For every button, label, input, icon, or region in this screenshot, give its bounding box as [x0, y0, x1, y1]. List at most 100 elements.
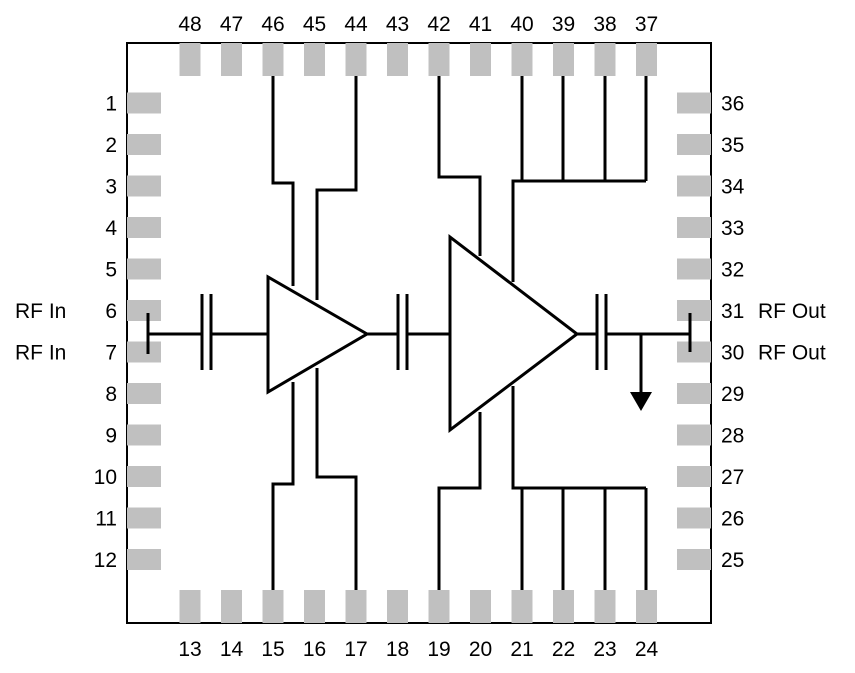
pin-pad-14 — [221, 590, 242, 623]
trace-pin19 — [437, 412, 482, 590]
pin-number: 23 — [593, 638, 616, 661]
pin-pad-38 — [594, 43, 616, 76]
pin-pad-9 — [127, 424, 161, 446]
pin-pad-8 — [127, 383, 161, 404]
pin-number: 47 — [220, 13, 243, 36]
pin-number: 43 — [386, 13, 409, 36]
pin-pad-35 — [677, 134, 711, 155]
pin-number: 33 — [721, 217, 744, 240]
pin-function-label: RF Out — [758, 300, 826, 323]
pin-pad-4 — [127, 217, 161, 238]
pin-pad-31 — [677, 300, 711, 321]
pin-number: 31 — [721, 300, 744, 323]
pin-pad-1 — [127, 92, 161, 114]
pin-number: 4 — [105, 217, 117, 240]
pin-number: 18 — [386, 638, 409, 661]
pin-number: 26 — [721, 508, 744, 531]
pin-pad-34 — [677, 175, 711, 197]
pin-number: 12 — [94, 549, 117, 572]
pin-number: 10 — [94, 466, 117, 489]
pin-pad-48 — [179, 43, 201, 76]
trace-pin46 — [271, 76, 295, 286]
pin-number: 25 — [721, 549, 744, 572]
pin-pad-5 — [127, 258, 161, 280]
trace-pin15 — [271, 382, 295, 590]
capacitor-interstage — [367, 294, 450, 370]
pin-pad-24 — [636, 590, 657, 623]
pin-pad-3 — [127, 175, 161, 197]
pin-number: 22 — [552, 638, 575, 661]
pin-number: 8 — [105, 383, 117, 406]
pin-number: 42 — [427, 13, 450, 36]
pin-pad-25 — [677, 549, 711, 570]
pin-number: 41 — [469, 13, 492, 36]
pin-number: 13 — [178, 638, 201, 661]
pin-number: 28 — [721, 425, 744, 448]
pin-pad-15 — [262, 590, 284, 623]
pin-number: 15 — [261, 638, 284, 661]
rf-in-line — [146, 313, 268, 354]
pin-pad-47 — [221, 43, 242, 76]
pin-number: 35 — [721, 134, 744, 157]
trace-pin42 — [437, 76, 482, 256]
pin-function-label: RF In — [15, 342, 66, 365]
pin-pad-11 — [127, 507, 161, 529]
pin-number: 39 — [552, 13, 575, 36]
pin-pad-42 — [428, 43, 450, 76]
trace-pins-37-40 — [511, 76, 648, 282]
pin-number: 19 — [427, 638, 450, 661]
pin-pad-2 — [127, 134, 161, 155]
pin-number: 5 — [105, 259, 117, 282]
pin-number: 7 — [105, 342, 117, 365]
ground-arrow-icon — [630, 392, 652, 411]
trace-pin44 — [315, 76, 358, 300]
pin-number: 3 — [105, 176, 117, 199]
pin-pad-17 — [345, 590, 367, 623]
pin-pad-41 — [470, 43, 491, 76]
pin-number: 20 — [469, 638, 492, 661]
pin-pad-32 — [677, 258, 711, 280]
trace-pin17 — [315, 368, 358, 590]
pin-function-label: RF Out — [758, 342, 826, 365]
pin-number: 44 — [344, 13, 368, 36]
pin-pad-21 — [511, 590, 533, 623]
circuit — [146, 76, 692, 590]
pin-pad-43 — [387, 43, 408, 76]
pin-pad-22 — [553, 590, 574, 623]
pin-number: 36 — [721, 93, 744, 116]
pin-pad-27 — [677, 466, 711, 487]
pin-number: 14 — [220, 638, 244, 661]
pin-pad-13 — [179, 590, 201, 623]
trace-pins-21-24 — [511, 386, 648, 590]
pin-pad-28 — [677, 424, 711, 446]
pin-pad-45 — [304, 43, 325, 76]
pin-number: 30 — [721, 342, 744, 365]
pin-pad-39 — [553, 43, 574, 76]
pin-pad-29 — [677, 383, 711, 404]
capacitor-input — [200, 294, 213, 370]
pin-pad-37 — [636, 43, 657, 76]
pin-number: 1 — [105, 93, 117, 116]
pin-number: 40 — [510, 13, 533, 36]
pin-pad-12 — [127, 549, 161, 570]
pin-number: 48 — [178, 13, 201, 36]
pin-pad-23 — [594, 590, 616, 623]
pin-number: 16 — [303, 638, 326, 661]
pin-number: 46 — [261, 13, 284, 36]
pin-pad-6 — [127, 300, 161, 321]
pin-number: 32 — [721, 259, 744, 282]
pin-number: 38 — [593, 13, 616, 36]
pin-number: 9 — [105, 425, 117, 448]
pin-number: 17 — [344, 638, 367, 661]
pin-pad-20 — [470, 590, 491, 623]
pin-pad-36 — [677, 92, 711, 114]
package-outline — [126, 42, 712, 624]
pin-pad-44 — [345, 43, 367, 76]
pin-function-label: RF In — [15, 300, 66, 323]
pin-number: 21 — [510, 638, 533, 661]
pin-pad-46 — [262, 43, 284, 76]
pin-pad-16 — [304, 590, 325, 623]
pin-number: 45 — [303, 13, 326, 36]
pin-pad-40 — [511, 43, 533, 76]
